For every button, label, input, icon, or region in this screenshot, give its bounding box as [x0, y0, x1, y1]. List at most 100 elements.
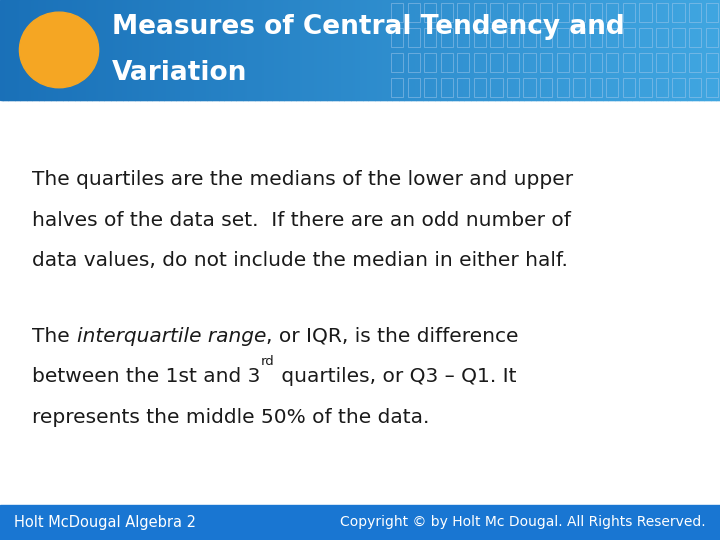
Bar — [504, 0, 508, 100]
Bar — [516, 0, 520, 100]
Bar — [531, 0, 534, 100]
Bar — [31, 0, 35, 100]
Bar — [470, 0, 474, 100]
Bar — [542, 0, 546, 100]
Bar — [2, 0, 6, 100]
Bar — [312, 0, 316, 100]
Bar — [408, 0, 412, 100]
Bar — [377, 0, 381, 100]
Bar — [290, 0, 294, 100]
Bar — [507, 53, 519, 72]
Bar — [408, 3, 420, 22]
Bar — [72, 0, 76, 100]
Bar — [22, 0, 25, 100]
Bar — [36, 0, 40, 100]
Bar — [665, 0, 669, 100]
Bar — [360, 0, 364, 100]
Bar — [333, 0, 338, 100]
Bar — [626, 0, 630, 100]
Bar — [101, 0, 104, 100]
Bar — [475, 0, 479, 100]
Bar — [420, 0, 424, 100]
Bar — [557, 53, 569, 72]
Bar — [96, 0, 100, 100]
Bar — [341, 0, 345, 100]
Bar — [523, 0, 527, 100]
Bar — [315, 0, 318, 100]
Bar — [329, 0, 333, 100]
Bar — [139, 0, 143, 100]
Bar — [432, 0, 436, 100]
Bar — [623, 53, 635, 72]
Bar — [108, 0, 112, 100]
Bar — [689, 0, 693, 100]
Bar — [715, 0, 719, 100]
Bar — [490, 28, 503, 47]
Bar — [540, 0, 544, 100]
Bar — [518, 0, 522, 100]
Bar — [511, 0, 515, 100]
Bar — [477, 0, 482, 100]
Bar — [610, 0, 613, 100]
Bar — [507, 78, 519, 97]
Bar — [559, 0, 563, 100]
Bar — [106, 0, 109, 100]
Bar — [557, 0, 561, 100]
Bar — [7, 0, 11, 100]
Bar — [441, 53, 453, 72]
Bar — [506, 0, 510, 100]
Bar — [137, 0, 140, 100]
Bar — [156, 0, 160, 100]
Bar — [564, 0, 568, 100]
Bar — [60, 0, 64, 100]
Bar — [173, 0, 176, 100]
Bar — [223, 0, 227, 100]
Bar — [459, 0, 462, 100]
Bar — [549, 0, 554, 100]
Bar — [456, 0, 460, 100]
Bar — [362, 0, 366, 100]
Text: halves of the data set.  If there are an odd number of: halves of the data set. If there are an … — [32, 211, 571, 229]
Bar — [398, 0, 402, 100]
Bar — [583, 0, 587, 100]
Bar — [382, 0, 385, 100]
Bar — [408, 78, 420, 97]
Bar — [449, 0, 453, 100]
Bar — [391, 53, 403, 72]
Bar — [235, 0, 239, 100]
Bar — [523, 28, 536, 47]
Bar — [84, 0, 88, 100]
Text: quartiles, or Q3 – Q1. It: quartiles, or Q3 – Q1. It — [274, 367, 516, 386]
Bar — [474, 53, 486, 72]
Bar — [437, 0, 441, 100]
Bar — [389, 0, 392, 100]
Bar — [490, 3, 503, 22]
Bar — [648, 0, 652, 100]
Bar — [655, 0, 659, 100]
Bar — [588, 0, 592, 100]
Bar — [643, 0, 647, 100]
Bar — [677, 0, 680, 100]
Text: between the 1st and 3: between the 1st and 3 — [32, 367, 261, 386]
Bar — [509, 0, 513, 100]
Bar — [468, 0, 472, 100]
Bar — [293, 0, 297, 100]
Bar — [451, 0, 455, 100]
Bar — [168, 0, 172, 100]
Bar — [34, 0, 37, 100]
Bar — [424, 3, 436, 22]
Bar — [446, 0, 450, 100]
Bar — [535, 0, 539, 100]
Bar — [653, 0, 657, 100]
Bar — [639, 0, 642, 100]
Bar — [238, 0, 241, 100]
Bar — [29, 0, 32, 100]
Bar — [43, 0, 47, 100]
Bar — [573, 78, 585, 97]
Bar — [718, 0, 720, 100]
Bar — [490, 53, 503, 72]
Bar — [65, 0, 68, 100]
Bar — [605, 0, 608, 100]
Bar — [322, 0, 325, 100]
Bar — [521, 0, 525, 100]
